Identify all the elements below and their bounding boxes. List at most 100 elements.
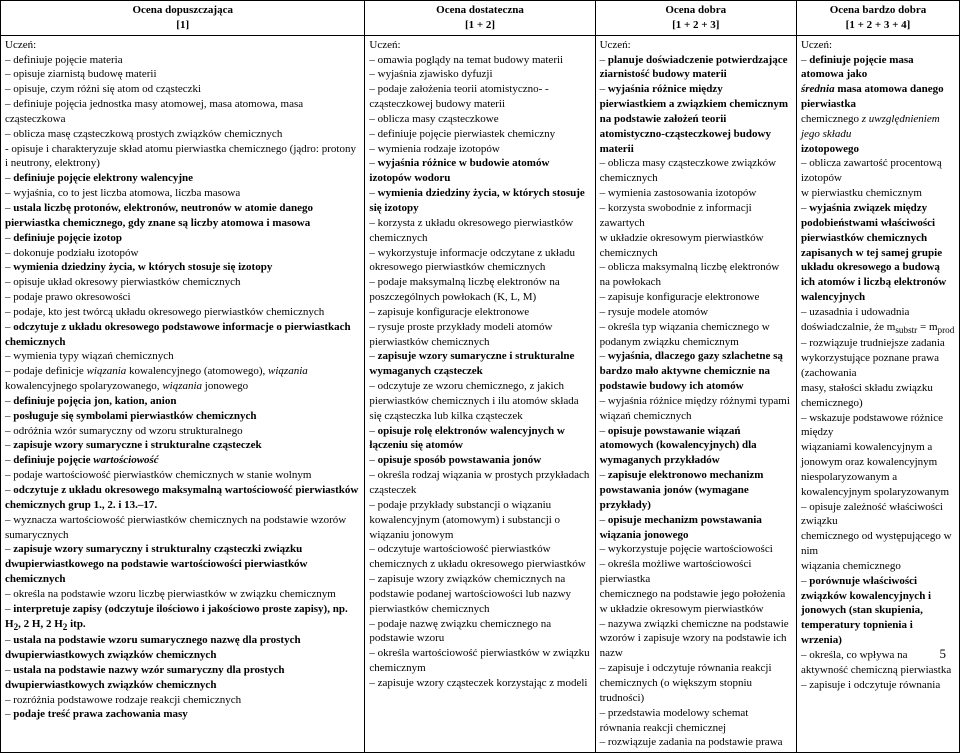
list-item: – określa wartościowość pierwiastków w z… [369, 646, 590, 676]
list-item: chemicznego z uwzględnieniem jego składu [801, 112, 955, 142]
list-item: – oblicza masę cząsteczkową prostych zwi… [5, 127, 360, 142]
list-item: – podaje założenia teorii atomistyczno- … [369, 82, 590, 112]
list-item: – podaje maksymalną liczbę elektronów na… [369, 275, 590, 305]
list-item: – planuje doświadczenie potwierdzające z… [600, 53, 792, 83]
list-item: – określa rodzaj wiązania w prostych prz… [369, 468, 590, 498]
lead-label: Uczeń: [600, 38, 792, 53]
list-item: chemicznego na podstawie jego położenia … [600, 587, 792, 617]
list-item: – nazywa związki chemiczne na podstawie … [600, 617, 792, 662]
list-item: – podaje treść prawa zachowania masy [5, 707, 360, 722]
list-item: – rozwiązuje trudniejsze zadania wykorzy… [801, 336, 955, 381]
lead-label: Uczeń: [801, 38, 955, 53]
list-item: – definiuje pojęcie wartościowość [5, 453, 360, 468]
list-item: – zapisuje elektronowo mechanizm powstaw… [600, 468, 792, 513]
list-item: – dokonuje podziału izotopów [5, 246, 360, 261]
list-item: – wyjaśnia związek między podobieństwami… [801, 201, 955, 305]
list-item: – zapisuje konfiguracje elektronowe [600, 290, 792, 305]
list-item: – wyjaśnia różnice między różnymi typami… [600, 394, 792, 424]
list-item: – zapisuje i odczytuje równania [801, 678, 955, 693]
list-item: – wymienia zastosowania izotopów [600, 186, 792, 201]
list-item: – opisuje, czym różni się atom od cząste… [5, 82, 360, 97]
list-item: – rozwiązuje zadania na podstawie prawa [600, 735, 792, 750]
list-item: – odczytuje z układu okresowego podstawo… [5, 320, 360, 350]
list-item: – opisuje rolę elektronów walencyjnych w… [369, 424, 590, 454]
list-item: – definiuje pojęcie pierwiastek chemiczn… [369, 127, 590, 142]
list-item: izotopowego [801, 142, 955, 157]
list-item: średnia masa atomowa danego pierwiastka [801, 82, 955, 112]
list-item: – opisuje mechanizm powstawania wiązania… [600, 513, 792, 543]
list-item: – przedstawia modelowy schemat równania … [600, 706, 792, 736]
cell-col3: Uczeń:– planuje doświadczenie potwierdza… [595, 35, 796, 753]
list-item: – ustala na podstawie wzoru sumarycznego… [5, 633, 360, 663]
list-item: – oblicza maksymalną liczbę elektronów n… [600, 260, 792, 290]
content-row: Uczeń:– definiuje pojęcie materia– opisu… [1, 35, 960, 753]
page-wrap: Ocena dopuszczająca [1] Ocena dostateczn… [0, 0, 960, 669]
list-item: – odróżnia wzór sumaryczny od wzoru stru… [5, 424, 360, 439]
list-item: – wymienia rodzaje izotopów [369, 142, 590, 157]
list-item: wiązania chemicznego [801, 559, 955, 574]
grades-table: Ocena dopuszczająca [1] Ocena dostateczn… [0, 0, 960, 753]
list-item: – korzysta z układu okresowego pierwiast… [369, 216, 590, 246]
list-item: – podaje nazwę związku chemicznego na po… [369, 617, 590, 647]
list-item: – określa, co wpływa na aktywność chemic… [801, 648, 955, 678]
list-item: – odczytuje ze wzoru chemicznego, z jaki… [369, 379, 590, 424]
list-item: – wymienia dziedziny życia, w których st… [5, 260, 360, 275]
cell-col1: Uczeń:– definiuje pojęcie materia– opisu… [1, 35, 365, 753]
list-item: – odczytuje z układu okresowego maksymal… [5, 483, 360, 513]
list-item: – definiuje pojęcie masa atomowa jako [801, 53, 955, 83]
lead-label: Uczeń: [5, 38, 360, 53]
list-item: – porównuje właściwości związków kowalen… [801, 574, 955, 648]
list-item: – korzysta swobodnie z informacji zawart… [600, 201, 792, 231]
list-item: – opisuje powstawanie wiązań atomowych (… [600, 424, 792, 469]
header-1: Ocena dopuszczająca [1] [1, 1, 365, 36]
list-item: – wyjaśnia różnice między pierwiastkiem … [600, 82, 792, 156]
list-item: – zapisuje wzory sumaryczne i struktural… [5, 438, 360, 453]
list-item: – wyjaśnia zjawisko dyfuzji [369, 67, 590, 82]
list-item: – oblicza masy cząsteczkowe [369, 112, 590, 127]
list-item: – określa typ wiązania chemicznego w pod… [600, 320, 792, 350]
header-4: Ocena bardzo dobra [1 + 2 + 3 + 4] [796, 1, 959, 36]
list-item: chemicznego od występującego w nim [801, 529, 955, 559]
list-item: – oblicza masy cząsteczkowe związków che… [600, 156, 792, 186]
list-item: w układzie okresowym pierwiastków chemic… [600, 231, 792, 261]
list-item: – wykorzystuje informacje odczytane z uk… [369, 246, 590, 276]
header-row: Ocena dopuszczająca [1] Ocena dostateczn… [1, 1, 960, 36]
list-item: – wskazuje podstawowe różnice między [801, 411, 955, 441]
list-item: – uzasadnia i udowadnia doświadczalnie, … [801, 305, 955, 336]
list-item: – omawia poglądy na temat budowy materii [369, 53, 590, 68]
list-item: – interpretuje zapisy (odczytuje ilościo… [5, 602, 360, 633]
list-item: – zapisuje wzory związków chemicznych na… [369, 572, 590, 617]
list-item: – definiuje pojęcie izotop [5, 231, 360, 246]
list-item: – definiuje pojęcie elektrony walencyjne [5, 171, 360, 186]
list-item: – ustala liczbę protonów, elektronów, ne… [5, 201, 360, 231]
cell-col4: Uczeń:– definiuje pojęcie masa atomowa j… [796, 35, 959, 753]
list-item: – wymienia typy wiązań chemicznych [5, 349, 360, 364]
list-item: w pierwiastku chemicznym [801, 186, 955, 201]
list-item: – oblicza zawartość procentową izotopów [801, 156, 955, 186]
list-item: – określa na podstawie wzoru liczbę pier… [5, 587, 360, 602]
list-item: – wyznacza wartościowość pierwiastków ch… [5, 513, 360, 543]
list-item: – opisuje ziarnistą budowę materii [5, 67, 360, 82]
list-item: – zapisuje wzory cząsteczek korzystając … [369, 676, 590, 691]
list-item: wiązaniami kowalencyjnym a jonowym oraz … [801, 440, 955, 499]
list-item: – zapisuje wzory sumaryczny i struktural… [5, 542, 360, 587]
lead-label: Uczeń: [369, 38, 590, 53]
list-item: – podaje prawo okresowości [5, 290, 360, 305]
list-item: – ustala na podstawie nazwy wzór sumaryc… [5, 663, 360, 693]
list-item: – wyjaśnia, co to jest liczba atomowa, l… [5, 186, 360, 201]
list-item: – definiuje pojęcia jon, kation, anion [5, 394, 360, 409]
header-3: Ocena dobra [1 + 2 + 3] [595, 1, 796, 36]
list-item: - opisuje i charakteryzuje skład atomu p… [5, 142, 360, 172]
list-item: – odczytuje wartościowość pierwiastków c… [369, 542, 590, 572]
list-item: – zapisuje wzory sumaryczne i struktural… [369, 349, 590, 379]
list-item: – rysuje modele atomów [600, 305, 792, 320]
list-item: – podaje, kto jest twórcą układu okresow… [5, 305, 360, 320]
list-item: – definiuje pojęcie materia [5, 53, 360, 68]
list-item: – opisuje układ okresowy pierwiastków ch… [5, 275, 360, 290]
list-item: – podaje przykłady substancji o wiązaniu… [369, 498, 590, 543]
list-item: – opisuje zależność właściwości związku [801, 500, 955, 530]
list-item: – opisuje sposób powstawania jonów [369, 453, 590, 468]
list-item: – rozróżnia podstawowe rodzaje reakcji c… [5, 693, 360, 708]
cell-col2: Uczeń:– omawia poglądy na temat budowy m… [365, 35, 595, 753]
list-item: – wyjaśnia, dlaczego gazy szlachetne są … [600, 349, 792, 394]
